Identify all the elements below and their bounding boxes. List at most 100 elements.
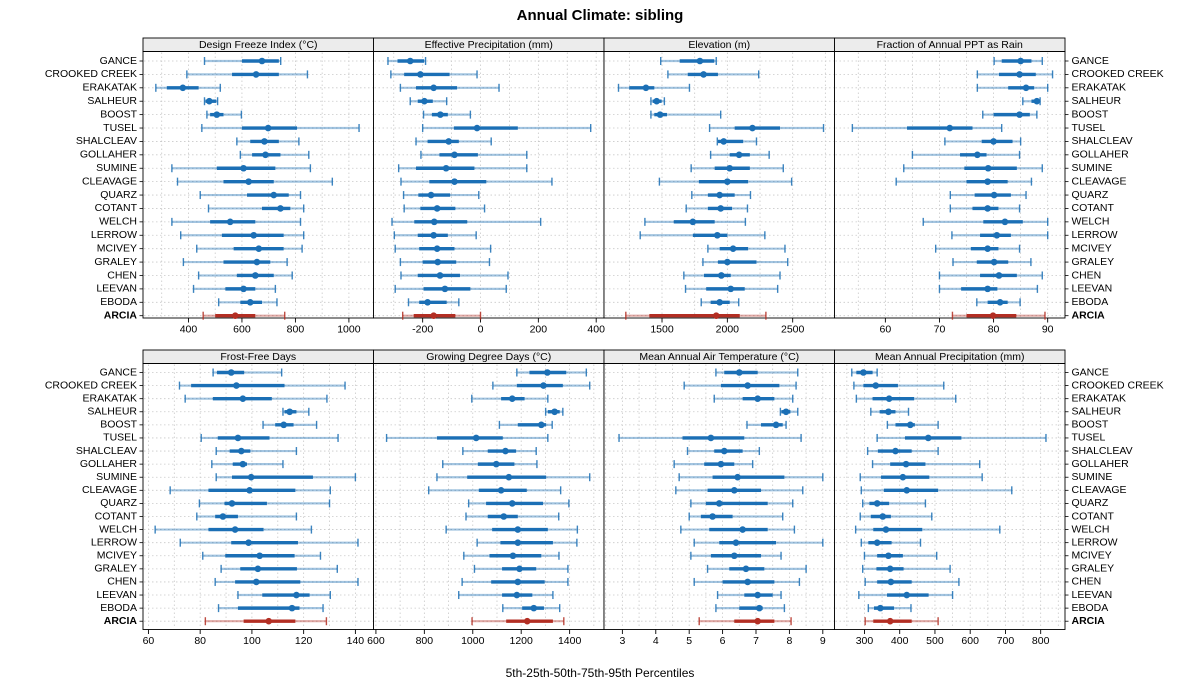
median-dot	[492, 460, 500, 468]
median-dot	[255, 245, 263, 252]
percentile-row	[462, 447, 537, 456]
median-dot	[516, 565, 523, 573]
median-dot	[253, 258, 261, 266]
percentile-row	[186, 70, 309, 79]
station-label-right: CROOKED CREEK	[1072, 379, 1164, 391]
percentile-row	[399, 83, 500, 92]
median-dot	[1022, 84, 1030, 92]
median-dot	[540, 382, 547, 389]
percentile-row	[976, 70, 1054, 79]
median-dot	[754, 591, 761, 599]
median-dot	[179, 84, 187, 92]
station-label-right: COTANT	[1072, 202, 1115, 214]
percentile-row	[178, 381, 346, 390]
percentile-row	[203, 57, 282, 65]
median-dot	[239, 395, 247, 402]
median-dot	[989, 312, 997, 319]
median-dot	[739, 526, 746, 533]
median-dot	[277, 205, 284, 212]
station-label-left: ERAKATAK	[83, 82, 137, 94]
median-dot	[873, 539, 881, 546]
station-label-right: TUSEL	[1072, 432, 1106, 444]
percentile-row	[686, 447, 761, 456]
panel-title: Mean Annual Air Temperature (°C)	[639, 351, 799, 363]
percentile-row	[680, 525, 796, 534]
percentile-row	[859, 473, 983, 482]
median-dot	[286, 408, 293, 416]
median-dot	[231, 312, 239, 319]
axis-tick-label: 0	[478, 324, 484, 336]
median-dot	[234, 434, 242, 442]
median-dot	[514, 526, 522, 533]
panel-border	[834, 363, 1066, 630]
percentile-row	[403, 204, 486, 213]
percentile-row	[951, 231, 1049, 240]
station-label-left: SUMINE	[96, 471, 137, 483]
median-dot	[430, 84, 437, 92]
percentile-row	[715, 368, 799, 377]
percentile-row	[420, 150, 528, 159]
median-dot	[228, 500, 236, 507]
station-label-right: SUMINE	[1072, 162, 1113, 174]
median-dot	[240, 164, 247, 172]
percentile-row	[706, 564, 807, 573]
percentile-row-highlight	[625, 311, 767, 320]
median-dot	[782, 408, 790, 416]
axis-tick-label: 2500	[781, 324, 805, 336]
percentile-row	[867, 604, 912, 613]
station-label-right: ERAKATAK	[1072, 82, 1126, 94]
percentile-row	[415, 137, 492, 146]
percentile-row	[211, 460, 284, 469]
median-dot	[974, 151, 981, 159]
median-dot	[523, 617, 531, 625]
percentile-row	[693, 538, 824, 547]
percentile-row	[691, 191, 752, 200]
percentile-row	[400, 271, 509, 280]
percentile-row	[171, 217, 302, 226]
median-dot	[500, 513, 508, 520]
percentile-row	[746, 420, 787, 429]
median-dot	[984, 205, 991, 212]
axis-tick-label: 90	[1042, 324, 1054, 336]
percentile-row	[1022, 97, 1041, 106]
station-label-right: GRALEY	[1072, 256, 1115, 268]
axis-tick-label: 200	[530, 324, 548, 336]
percentile-row	[709, 150, 770, 159]
median-dot	[246, 298, 254, 306]
median-dot	[642, 84, 650, 92]
percentile-row	[192, 284, 277, 293]
median-dot	[754, 617, 761, 625]
station-label-right: CROOKED CREEK	[1072, 68, 1164, 80]
median-dot	[717, 460, 725, 468]
axis-tick-label: 400	[587, 324, 605, 336]
percentile-row	[861, 564, 951, 573]
station-label-left: EBODA	[100, 602, 137, 614]
station-label-left: ARCIA	[104, 309, 138, 321]
percentile-row	[397, 164, 528, 173]
station-label-right: GOLLAHER	[1072, 149, 1130, 161]
panel: Frost-Free Days 60 80 100 120 140	[139, 349, 374, 647]
median-dot	[502, 447, 509, 455]
median-dot	[729, 245, 737, 252]
percentile-row	[202, 551, 322, 560]
station-label-right: CLEAVAGE	[1072, 484, 1127, 496]
percentile-row-highlight	[471, 617, 565, 626]
median-dot	[720, 447, 728, 455]
station-label-right: ARCIA	[1072, 309, 1106, 321]
percentile-row	[976, 298, 1021, 307]
station-label-left: MCIVEY	[97, 242, 137, 254]
median-dot	[709, 513, 716, 520]
median-dot	[1016, 71, 1023, 78]
median-dot	[264, 124, 272, 132]
axis-tick-label: 60	[880, 324, 892, 336]
station-label-right: EBODA	[1072, 602, 1109, 614]
percentile-row	[169, 486, 331, 495]
percentile-row	[198, 499, 331, 508]
axis-tick-label: 80	[988, 324, 1000, 336]
median-dot	[433, 245, 441, 252]
percentile-row	[866, 447, 939, 456]
percentile-row	[544, 407, 564, 416]
percentile-row	[860, 538, 922, 547]
axis-tick-label: 800	[287, 324, 305, 336]
median-dot	[716, 298, 723, 306]
